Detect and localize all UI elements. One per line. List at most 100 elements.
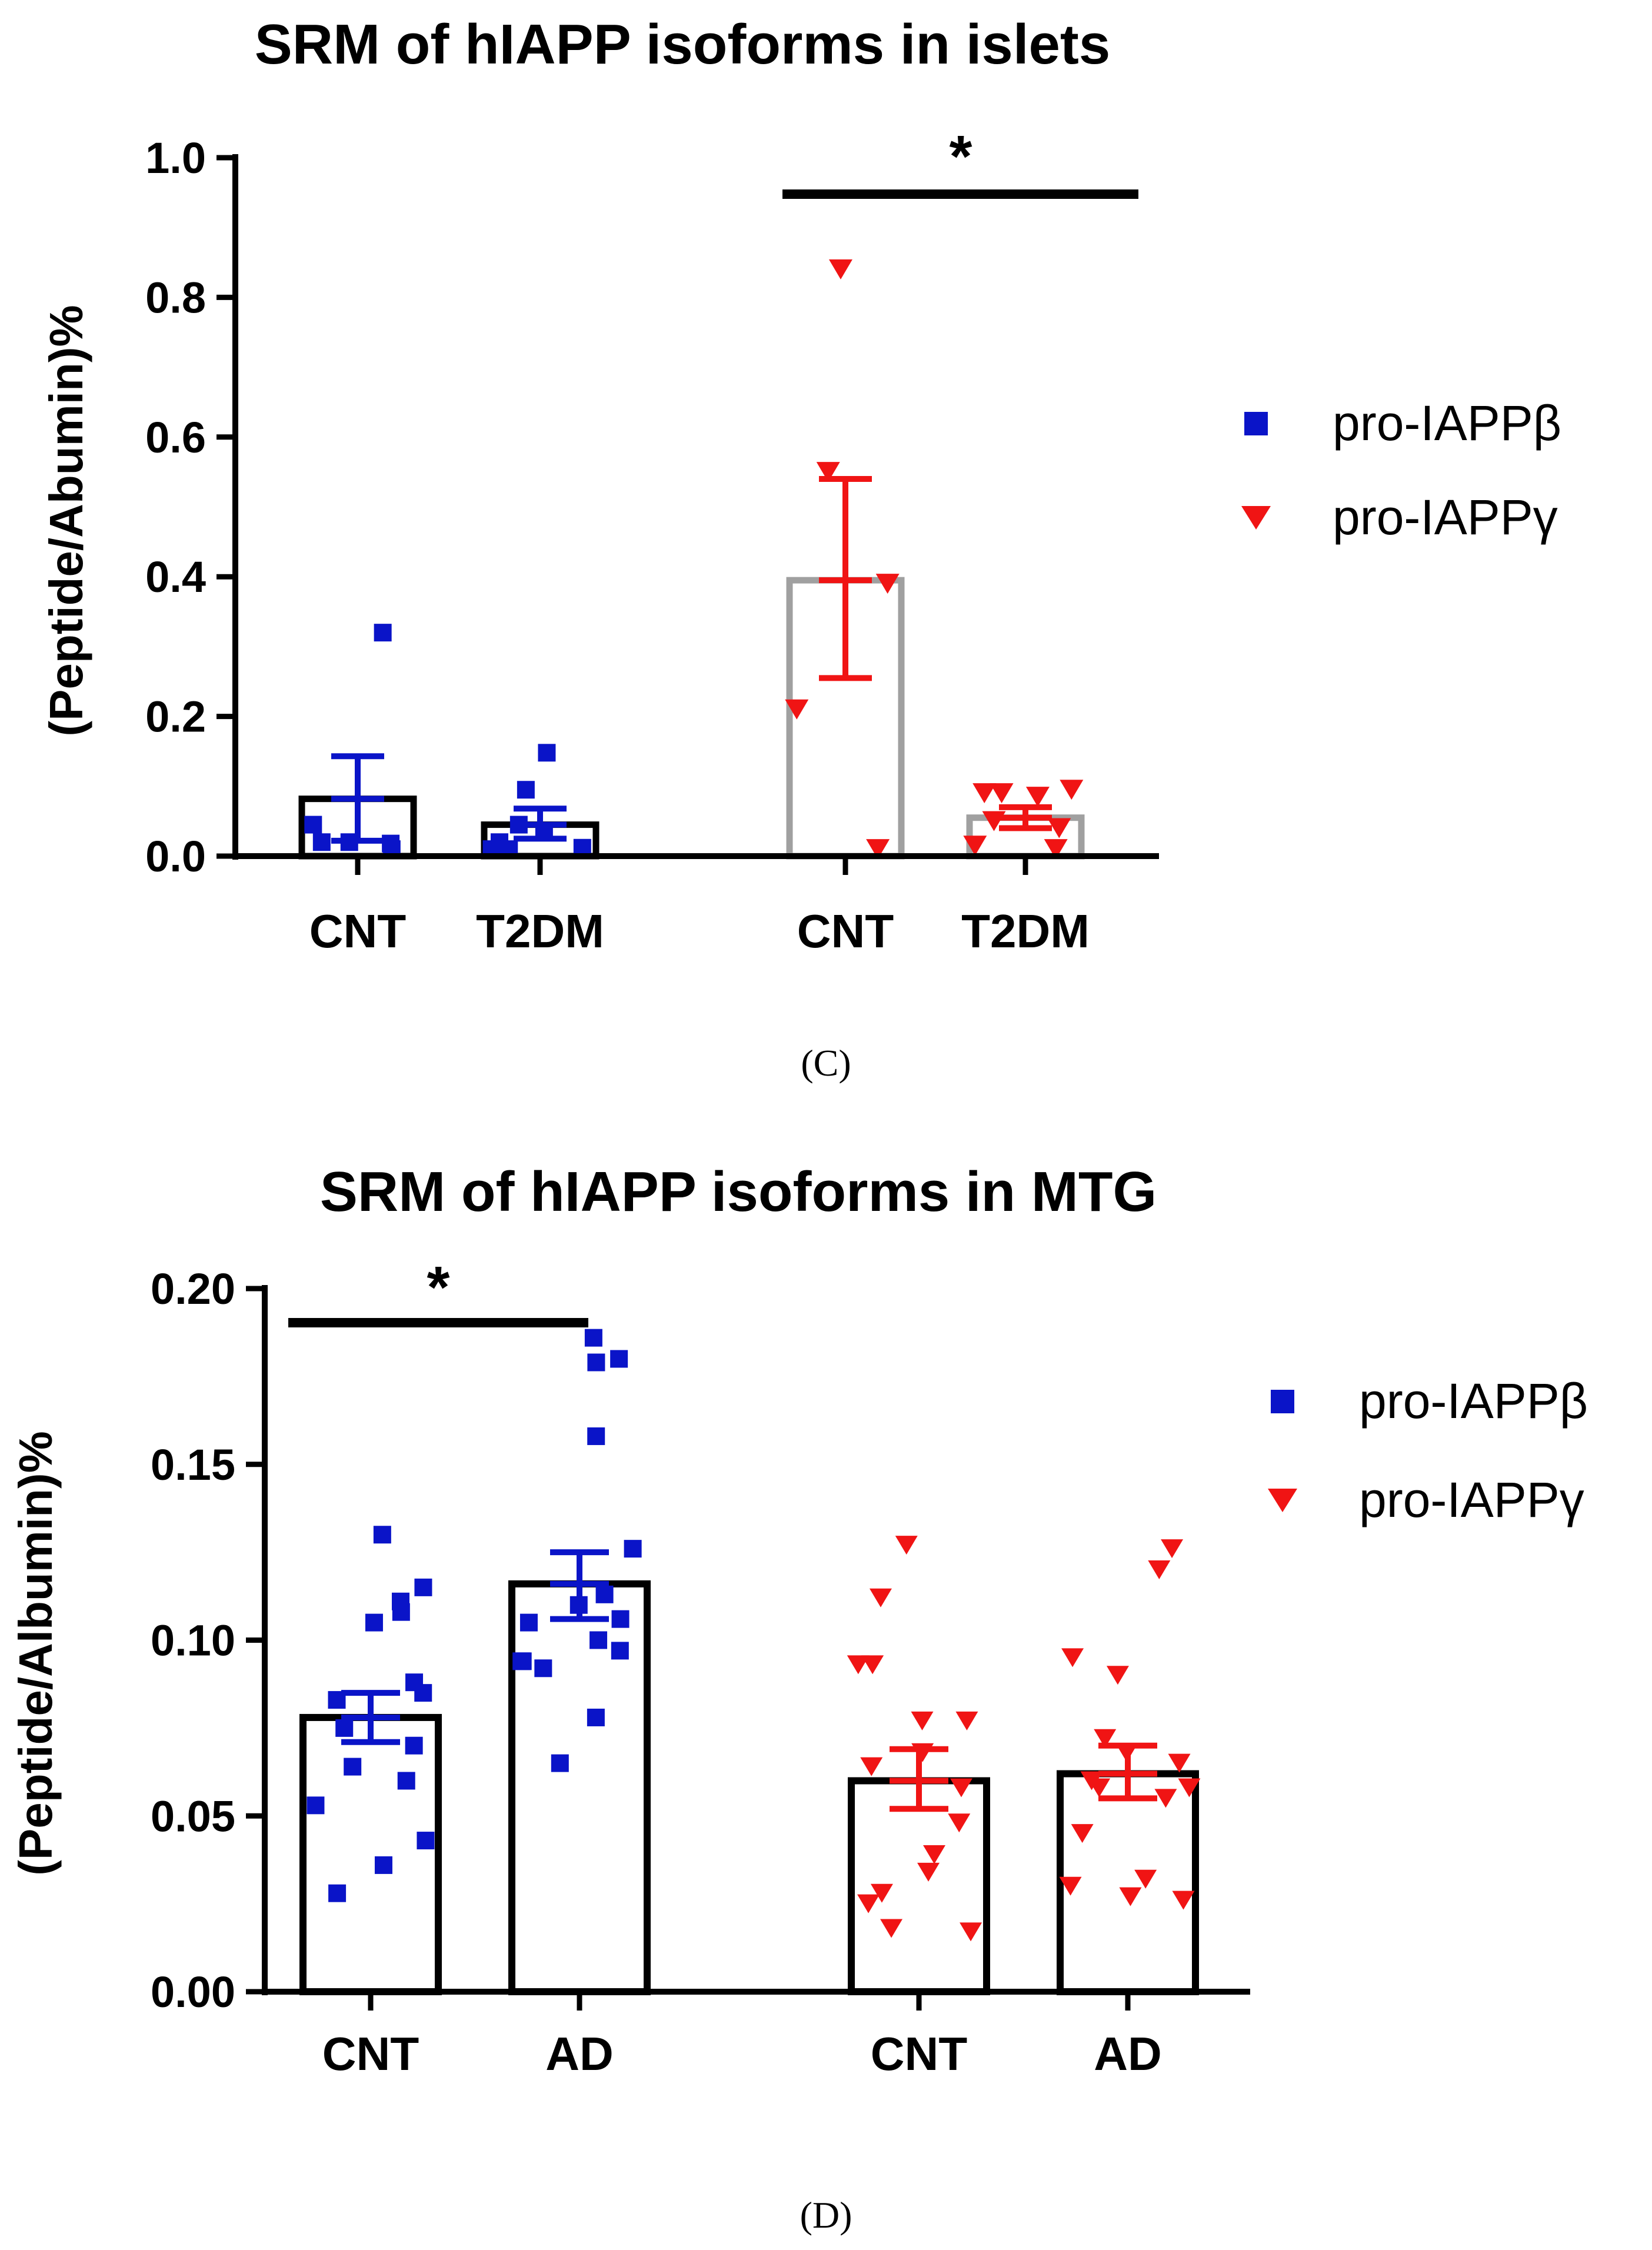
x-tick-label: CNT (322, 2028, 419, 2080)
data-point-triangle (990, 783, 1014, 804)
data-point-square (512, 1652, 531, 1670)
data-point-triangle (1044, 839, 1068, 860)
data-point-square (391, 1592, 409, 1610)
chart-mtg: SRM of hIAPP isoforms in MTG (Peptide/Al… (9, 1160, 1588, 2236)
data-point-square (344, 1758, 362, 1776)
data-point-triangle (860, 1757, 883, 1776)
y-axis: 0.0 0.2 0.4 0.6 0.8 1.0 (145, 134, 238, 881)
y-tick-label: 0.00 (151, 1968, 235, 2016)
legend-item-beta: pro-IAPPβ (1333, 395, 1561, 451)
x-tick-label: CNT (797, 905, 894, 957)
data-point-triangle (1094, 1729, 1117, 1748)
data-point-triangle (1178, 1778, 1201, 1798)
data-point-triangle (857, 1894, 880, 1913)
data-point-square (382, 834, 400, 853)
legend-triangle-marker (1268, 1489, 1297, 1512)
panel-label: (D) (800, 2194, 852, 2236)
data-point-square (519, 1613, 538, 1632)
data-point-square (373, 1526, 391, 1544)
data-point-triangle (1172, 1890, 1195, 1910)
data-point-triangle (1148, 1560, 1171, 1579)
data-point-square (307, 1796, 325, 1815)
bar (848, 1777, 990, 1995)
x-tick-label: CNT (871, 2028, 968, 2080)
data-point-square (587, 1708, 605, 1726)
data-point-square (584, 1329, 602, 1347)
data-point-triangle (875, 574, 900, 594)
significance: * (782, 124, 1138, 199)
data-point-triangle (960, 1922, 982, 1942)
data-point-square (538, 744, 556, 762)
data-point-triangle (972, 783, 997, 804)
y-tick-label: 0.10 (151, 1616, 235, 1665)
data-point-triangle (1134, 1869, 1157, 1889)
y-tick-label: 0.20 (151, 1264, 235, 1313)
chart-title: SRM of hIAPP isoforms in islets (255, 13, 1110, 76)
y-axis: 0.00 0.05 0.10 0.15 0.20 (151, 1264, 268, 2016)
data-point-triangle (1161, 1539, 1184, 1559)
data-point-square (587, 1353, 605, 1372)
data-point-square (534, 1659, 552, 1677)
y-tick-label: 0.4 (145, 552, 206, 601)
data-point-square (374, 624, 392, 642)
data-point-triangle (917, 1862, 940, 1882)
y-tick-label: 1.0 (145, 134, 206, 182)
data-point-triangle (869, 1588, 892, 1607)
data-point-square (611, 1642, 629, 1660)
data-point-triangle (1106, 1666, 1129, 1685)
data-point-square (595, 1585, 614, 1603)
data-point-square (335, 1719, 354, 1737)
bar (1057, 1770, 1199, 1996)
legend-square-marker (1244, 412, 1268, 435)
legend-item-beta: pro-IAPPβ (1359, 1373, 1588, 1429)
data-point-triangle (1154, 1789, 1177, 1808)
legend-item-gamma: pro-IAPPγ (1333, 490, 1558, 545)
y-tick-label: 0.15 (151, 1440, 235, 1489)
data-point-triangle (870, 1883, 893, 1903)
data-point-triangle (895, 1536, 918, 1555)
data-point-square (374, 1856, 392, 1874)
data-point-square (517, 781, 535, 799)
data-point-triangle (828, 259, 852, 279)
data-point-triangle (816, 462, 840, 482)
data-point-square (414, 1684, 432, 1702)
data-point-triangle (963, 836, 987, 856)
significance-star: * (950, 124, 972, 189)
data-point-triangle (880, 1919, 903, 1938)
data-point-square (587, 1427, 605, 1445)
panel-label: (C) (801, 1042, 851, 1084)
data-point-square (611, 1610, 630, 1628)
legend-triangle-marker (1241, 506, 1271, 530)
plot-area (299, 1329, 1201, 1996)
y-tick-label: 0.2 (145, 693, 206, 741)
data-point-triangle (1119, 1887, 1142, 1906)
data-point-square (624, 1540, 642, 1558)
data-point-triangle (922, 1845, 945, 1864)
legend: pro-IAPPβ pro-IAPPγ (1241, 395, 1561, 545)
data-point-square (610, 1350, 628, 1368)
data-point-square (414, 1578, 432, 1596)
chart-title: SRM of hIAPP isoforms in MTG (320, 1160, 1157, 1223)
legend-item-gamma: pro-IAPPγ (1359, 1472, 1584, 1527)
data-point-square (304, 816, 322, 834)
data-point-triangle (1071, 1824, 1094, 1843)
data-point-triangle (1025, 787, 1050, 807)
chart-islets: SRM of hIAPP isoforms in islets (Peptide… (40, 13, 1561, 1084)
y-axis-label: (Peptide/Albumin)% (9, 1431, 62, 1876)
legend-square-marker (1271, 1390, 1294, 1413)
data-point-square (551, 1754, 569, 1772)
data-point-square (405, 1736, 423, 1755)
data-point-triangle (1060, 780, 1084, 800)
data-point-triangle (1088, 1778, 1111, 1798)
y-tick-label: 0.8 (145, 273, 206, 322)
data-point-square (312, 833, 331, 851)
data-point-triangle (948, 1813, 971, 1833)
data-point-triangle (950, 1778, 972, 1798)
x-tick-label: T2DM (961, 905, 1090, 957)
x-tick-label: AD (545, 2028, 614, 2080)
data-point-square (397, 1772, 415, 1790)
x-tick-label: CNT (309, 905, 407, 957)
data-point-triangle (911, 1743, 934, 1762)
data-point-triangle (847, 1655, 870, 1675)
